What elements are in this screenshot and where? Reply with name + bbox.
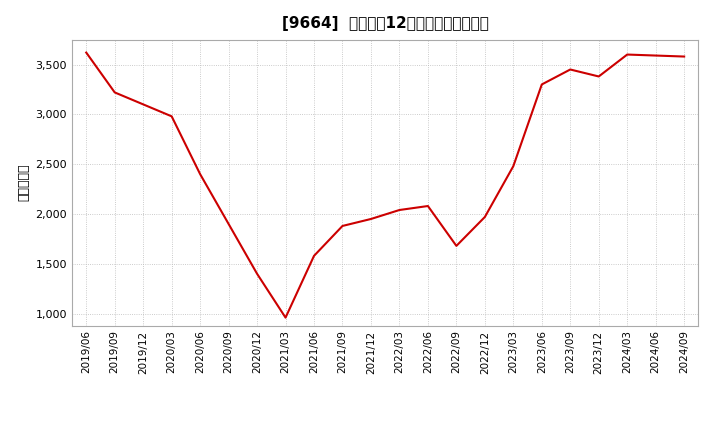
Title: [9664]  売上高の12か月移動合計の推移: [9664] 売上高の12か月移動合計の推移 — [282, 16, 489, 32]
Y-axis label: （百万円）: （百万円） — [17, 164, 30, 202]
